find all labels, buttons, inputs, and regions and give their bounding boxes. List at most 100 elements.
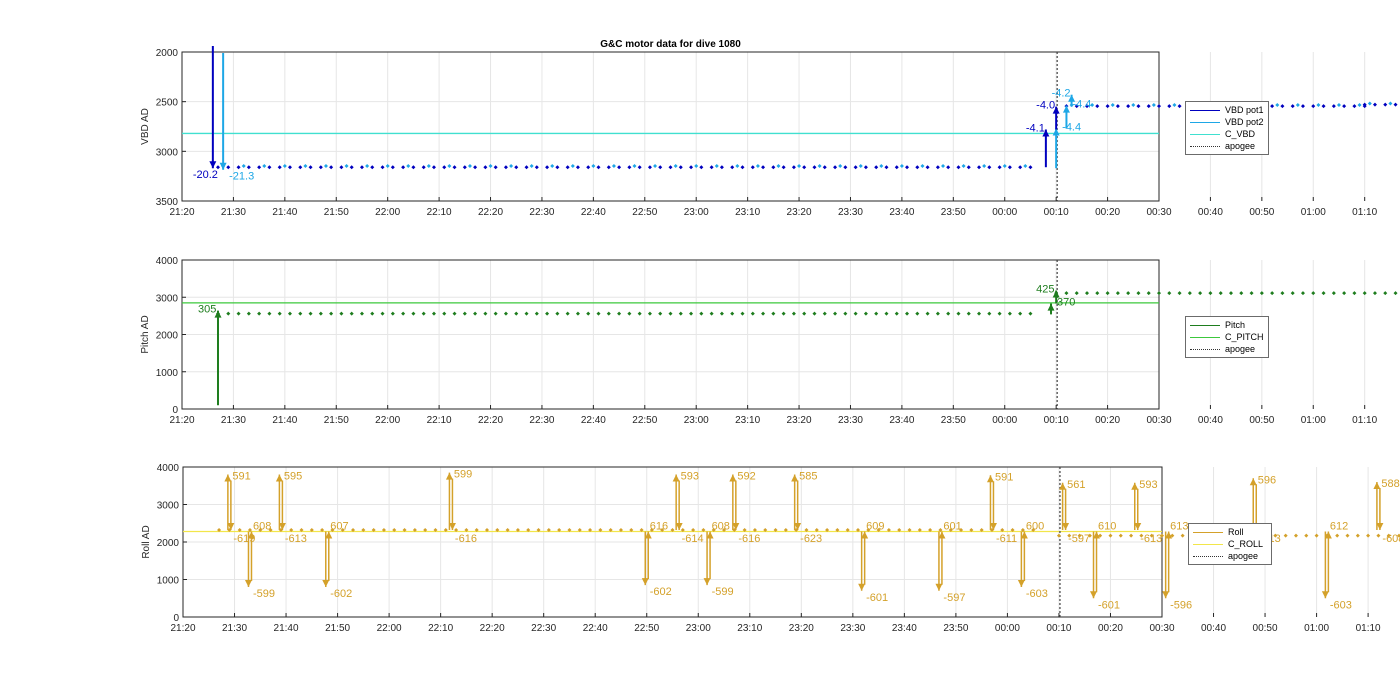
data-point (514, 311, 519, 316)
data-point (1345, 533, 1350, 538)
data-point (447, 164, 452, 169)
data-point (462, 165, 467, 170)
y-tick-label: 3000 (156, 293, 179, 304)
roll-dip-up-head (1093, 531, 1101, 539)
data-point (565, 311, 570, 316)
legend-swatch (1190, 145, 1220, 147)
data-point (781, 311, 786, 316)
data-point (526, 528, 531, 532)
data-point (1293, 533, 1298, 538)
data-point (1167, 104, 1172, 109)
legend-item-roll: Roll (1193, 526, 1267, 538)
data-point (979, 528, 984, 532)
data-point (791, 311, 796, 316)
data-point (1115, 104, 1120, 109)
x-tick-label: 00:10 (1046, 623, 1071, 634)
data-point (1249, 291, 1254, 296)
data-point (750, 311, 755, 316)
x-tick-label: 21:30 (221, 415, 246, 426)
x-tick-label: 23:20 (789, 623, 814, 634)
roll-dip-down-head (703, 578, 711, 586)
data-point (1095, 291, 1100, 296)
data-point (1139, 533, 1144, 538)
data-point (289, 528, 294, 532)
data-point (606, 165, 611, 170)
data-point (884, 311, 889, 316)
data-point (287, 311, 292, 316)
data-point (1074, 104, 1079, 109)
data-point (678, 311, 683, 316)
roll-dip-down-head (935, 583, 943, 591)
data-point (1115, 291, 1120, 296)
data-point (1270, 291, 1275, 296)
data-point (1118, 533, 1123, 538)
data-point (791, 165, 796, 170)
data-point (1105, 104, 1110, 109)
data-point (557, 528, 562, 532)
data-point (1366, 533, 1371, 538)
data-point (740, 165, 745, 170)
move-arrow-head (1062, 105, 1070, 113)
data-point (1335, 533, 1340, 538)
data-point (822, 165, 827, 170)
data-point (514, 165, 519, 170)
move-arrow-head (214, 310, 222, 318)
roll-dip-up-head (644, 531, 652, 539)
data-point (691, 528, 696, 532)
data-point (349, 165, 354, 170)
legend-swatch (1193, 555, 1223, 557)
data-point (1180, 533, 1185, 538)
data-point (267, 165, 272, 170)
data-point (329, 311, 334, 316)
data-point (246, 165, 251, 170)
data-point (660, 528, 665, 532)
roll-dip-down-head (1162, 591, 1170, 599)
data-point (406, 164, 411, 169)
data-point (1157, 104, 1161, 109)
data-point (915, 311, 920, 316)
roll-up-label: 610 (1098, 521, 1116, 533)
data-point (330, 528, 335, 532)
data-point (855, 528, 860, 532)
data-point (1126, 104, 1131, 109)
data-point (719, 165, 724, 170)
x-tick-label: 21:30 (221, 207, 246, 218)
data-point (966, 311, 971, 316)
roll-up-label: 601 (943, 521, 961, 533)
data-point (719, 311, 724, 316)
data-point (876, 528, 881, 532)
roll-dip-down-head (858, 583, 866, 591)
legend-item-c-vbd: C_VBD (1190, 128, 1264, 140)
data-point (606, 311, 611, 316)
data-point (776, 164, 781, 169)
data-point (946, 311, 951, 316)
data-point (997, 311, 1002, 316)
move-label: -4.2 (1052, 88, 1071, 100)
data-point (771, 311, 776, 316)
data-point (1352, 104, 1357, 109)
x-tick-label: 00:50 (1253, 623, 1278, 634)
data-point (1275, 102, 1280, 107)
data-point (1151, 102, 1156, 107)
x-tick-label: 22:10 (427, 415, 452, 426)
data-point (1208, 291, 1213, 296)
data-point (673, 164, 678, 169)
roll-dip-down-head (641, 578, 649, 586)
legend-item-vbd-pot2: VBD pot2 (1190, 116, 1264, 128)
data-point (534, 311, 539, 316)
x-tick-label: 01:00 (1301, 207, 1326, 218)
data-point (596, 165, 601, 170)
x-tick-label: 22:40 (581, 207, 606, 218)
x-tick-label: 00:40 (1198, 207, 1223, 218)
data-point (454, 528, 459, 532)
data-point (1187, 291, 1192, 296)
x-tick-label: 22:30 (529, 415, 554, 426)
data-point (678, 165, 683, 170)
data-point (1110, 102, 1115, 107)
data-point (246, 311, 251, 316)
data-point (226, 311, 231, 316)
data-point (894, 165, 899, 170)
data-point (730, 311, 735, 316)
x-tick-label: 22:10 (427, 207, 452, 218)
